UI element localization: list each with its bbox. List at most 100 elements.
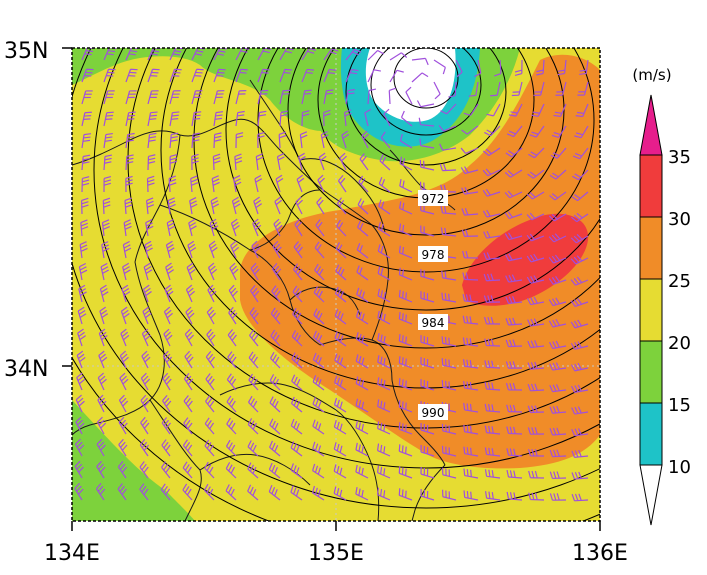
wind-barb-feather [119,485,125,493]
wind-barb [399,252,413,259]
wind-barb [378,183,391,193]
wind-barb-feather [230,265,237,272]
wind-barb-feather [218,50,226,53]
wind-barb-feather [534,383,538,391]
wind-barb-feather [139,483,145,490]
wind-barb-feather [141,350,148,357]
wind-barb [558,125,567,138]
wind-barb-feather [120,328,127,334]
wind-barb [466,125,479,135]
wind-barb-feather [190,203,198,208]
wind-barb-feather [377,288,381,296]
wind-barb-feather [533,296,538,304]
wind-barb-feather [276,246,282,253]
wind-barb-feather [233,203,241,208]
wind-barb-feather [231,243,238,250]
wind-barb-feather [534,340,538,348]
wind-barb-feather [247,418,253,425]
wind-barb-feather [168,175,176,180]
wind-barb-feather [76,372,83,378]
wind-barb-feather [511,274,516,282]
wind-barb-feather [485,188,491,196]
wind-barb-feather [183,417,189,424]
wind-barb-feather [214,135,222,139]
wind-barb [204,489,215,501]
wind-barb [542,59,545,74]
wind-barb-feather [98,463,104,470]
wind-barb-feather [315,377,319,385]
wind-barb-feather [300,131,308,136]
wind-barb-feather [100,444,106,451]
wind-barb-feather [186,488,192,496]
wind-barb [248,357,259,369]
wind-barb-feather [358,444,361,452]
wind-barb-feather [318,199,324,206]
wind-barb [399,230,413,237]
wind-barb-feather [380,223,384,231]
wind-barb [464,343,479,347]
wind-barb-feather [315,421,319,429]
wind-barb-feather [355,442,358,450]
wind-barb-feather [470,469,472,477]
wind-barb-feather [444,293,447,301]
wind-barb-feather [83,133,92,136]
wind-barb-feather [274,378,279,386]
wind-barb [490,125,501,137]
wind-barb-feather [361,423,365,431]
wind-barb-feather [533,275,538,282]
wind-barb [291,402,303,413]
wind-barb-feather [377,49,385,55]
wind-barb-feather [122,262,130,268]
wind-barb-feather [97,416,103,423]
wind-barb-feather [469,360,472,368]
wind-barb [359,158,369,171]
wind-barb-feather [119,463,126,470]
wind-barb-feather [231,400,236,408]
wind-barb [356,294,369,303]
wind-barb-feather [405,314,407,322]
wind-barb-feather [127,114,136,117]
wind-barb-feather [102,269,110,274]
wind-barb [315,224,325,237]
wind-barb-feather [188,334,195,341]
wind-barb [345,49,355,61]
wind-barb-feather [101,288,108,293]
wind-barb-feather [321,134,329,139]
wind-barb-feather [526,276,532,284]
wind-barb-feather [235,160,243,164]
wind-barb-feather [187,378,194,385]
wind-barb-feather [358,289,363,297]
wind-barb-feather [347,89,355,92]
wind-barb-feather [527,173,534,179]
wind-barb-feather [207,353,214,361]
wind-barb-feather [358,378,362,386]
wind-barb-feather [440,227,444,235]
wind-barb-feather [121,306,128,312]
wind-barb-feather [275,268,282,275]
wind-barb-feather [225,439,231,447]
wind-barb-feather [577,362,582,370]
wind-barb-feather [554,233,561,240]
wind-barb [488,147,501,157]
wind-barb-feather [120,397,127,404]
wind-barb-feather [209,378,215,385]
wind-barb-feather [338,244,343,252]
wind-barb-feather [468,94,476,97]
wind-barb-feather [79,241,87,246]
wind-barb [293,246,303,259]
wind-barb-feather [361,445,364,454]
wind-barb-feather [185,306,192,313]
wind-barb-feather [505,275,510,283]
wind-barb [475,81,479,96]
wind-barb-feather [292,307,297,315]
wind-barb-feather [549,195,556,201]
wind-barb-feather [212,181,220,186]
wind-barb-feather [466,447,469,455]
wind-barb-feather [103,204,111,208]
wind-barb-feather [549,363,554,371]
wind-barb [464,169,479,175]
wind-barb-feather [231,312,238,319]
wind-barb-feather [442,67,446,75]
wind-barb-feather [485,148,492,155]
wind-barb-feather [211,200,219,205]
